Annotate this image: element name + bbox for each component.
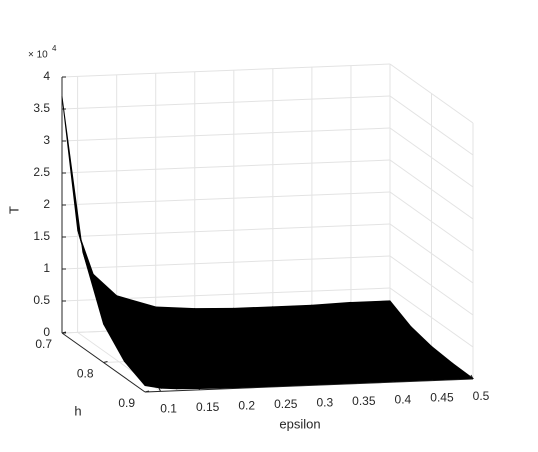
z-tick-label: 1 [43,261,50,275]
grid-line [389,287,474,348]
z-tick-label: 4 [43,69,50,83]
grid-line [389,127,474,188]
x-tick-label: 0.4 [395,392,412,406]
grid-line [61,223,391,238]
grid-line [61,255,391,270]
z-multiplier-exponent: 4 [52,44,57,53]
x-axis-label: epsilon [279,416,320,431]
y-tick [144,390,150,393]
grid-line [389,159,474,220]
x-tick-label: 0.15 [196,400,220,414]
grid-line [61,63,391,78]
grid-line [389,63,474,124]
z-multiplier: × 10 [28,50,48,61]
x-tick-label: 0.2 [238,398,255,412]
grid-line [61,159,391,174]
x-tick-label: 0.45 [430,391,454,405]
grid-line [389,191,474,252]
y-axis-label: h [74,403,81,418]
surface-patch [61,96,99,303]
grid-line [389,255,474,316]
z-axis-label: T [6,206,21,214]
z-tick-label: 1.5 [33,229,50,243]
x-tick-label: 0.35 [352,394,376,408]
z-tick-label: 2.5 [33,165,50,179]
grid-line [61,95,391,110]
grid-line [61,127,391,142]
x-tick-label: 0.25 [274,397,298,411]
y-tick [103,361,108,363]
z-tick-label: 0.5 [33,293,50,307]
y-tick-label: 0.9 [118,396,135,410]
y-tick-label: 0.7 [35,337,52,351]
grid-line [61,191,391,206]
z-tick-label: 0 [43,325,50,339]
surface-patch [412,362,475,381]
grid-line [389,223,474,284]
z-tick-label: 3.5 [33,101,50,115]
y-tick-label: 0.8 [77,367,94,381]
z-tick-label: 2 [43,197,50,211]
grid-line [389,95,474,156]
x-tick-label: 0.3 [316,395,333,409]
x-tick-label: 0.5 [473,389,490,403]
y-tick [61,331,67,334]
x-tick-label: 0.1 [160,402,177,416]
z-tick-label: 3 [43,133,50,147]
